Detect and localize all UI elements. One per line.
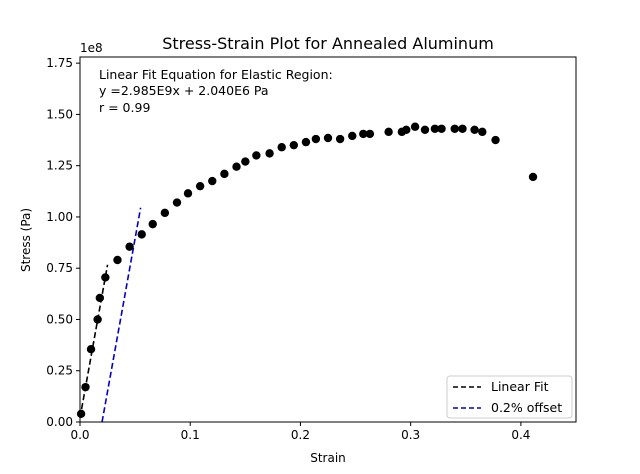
data-point <box>125 242 134 251</box>
annotation-line-3: r = 0.99 <box>99 100 150 115</box>
x-tick-label: 0.1 <box>181 428 200 442</box>
data-point <box>491 135 500 145</box>
data-point <box>76 409 86 418</box>
y-axis-label: Stress (Pa) <box>19 208 33 272</box>
data-point <box>95 293 105 303</box>
x-axis-label: Strain <box>310 451 346 465</box>
offset-line <box>101 207 142 423</box>
data-point <box>402 125 411 134</box>
legend-linear-fit-label: Linear Fit <box>491 379 549 394</box>
y-tick-label: 1.25 <box>46 159 73 173</box>
data-point <box>437 124 446 133</box>
y-tick-label: 1.75 <box>46 56 73 70</box>
data-point <box>148 219 157 229</box>
y-tick-label: 0.50 <box>46 312 73 326</box>
data-point <box>101 273 110 282</box>
data-point <box>113 255 122 265</box>
chart-title: Stress-Strain Plot for Annealed Aluminum <box>162 34 494 53</box>
data-point <box>410 122 420 131</box>
data-point <box>232 162 241 171</box>
data-point <box>470 125 479 134</box>
data-point <box>311 134 321 144</box>
data-point <box>241 157 250 166</box>
fit-annotation: Linear Fit Equation for Elastic Region: … <box>99 67 333 115</box>
data-point <box>160 208 170 218</box>
y-axis: 0.00 0.25 0.50 0.75 1.00 1.25 1.50 1.75 <box>46 56 80 429</box>
data-point <box>478 127 487 137</box>
x-axis: 0.0 0.1 0.2 0.3 0.4 <box>70 422 530 442</box>
data-point <box>289 140 299 150</box>
data-point <box>137 230 146 239</box>
data-point <box>359 129 368 139</box>
x-tick-label: 0.4 <box>511 428 530 442</box>
data-point <box>252 151 261 160</box>
data-point <box>335 134 345 144</box>
y-tick-label: 1.00 <box>46 210 73 224</box>
data-point <box>172 198 182 207</box>
data-point <box>81 382 90 392</box>
plot-area <box>76 122 538 423</box>
x-tick-label: 0.3 <box>401 428 420 442</box>
data-point <box>528 172 538 182</box>
data-point <box>323 133 333 143</box>
annotation-line-1: Linear Fit Equation for Elastic Region: <box>99 67 333 82</box>
x-tick-label: 0.0 <box>70 428 89 442</box>
data-point <box>208 176 217 186</box>
data-point <box>420 125 430 134</box>
annotation-line-2: y =2.985E9x + 2.040E6 Pa <box>99 83 269 98</box>
legend: Linear Fit 0.2% offset <box>446 375 573 419</box>
data-point <box>183 189 193 198</box>
data-point <box>450 124 459 133</box>
data-point <box>348 131 357 141</box>
x-tick-label: 0.2 <box>291 428 310 442</box>
data-point <box>93 315 102 324</box>
y-tick-label: 0.75 <box>46 261 73 275</box>
data-point <box>301 137 311 147</box>
data-point <box>265 149 274 158</box>
y-tick-label: 0.25 <box>46 364 73 378</box>
linear-fit-line <box>79 264 109 418</box>
data-point <box>430 124 440 133</box>
data-point <box>220 169 229 179</box>
legend-offset-label: 0.2% offset <box>491 400 562 415</box>
y-axis-offset-text: 1e8 <box>80 41 103 55</box>
y-tick-label: 0.00 <box>46 415 73 429</box>
y-tick-label: 1.50 <box>46 107 73 121</box>
data-point <box>195 181 205 191</box>
axes-frame <box>79 56 577 423</box>
data-point <box>277 143 286 152</box>
data-point <box>86 345 96 354</box>
data-point <box>365 129 375 139</box>
data-point <box>384 127 393 137</box>
data-point <box>458 124 467 133</box>
